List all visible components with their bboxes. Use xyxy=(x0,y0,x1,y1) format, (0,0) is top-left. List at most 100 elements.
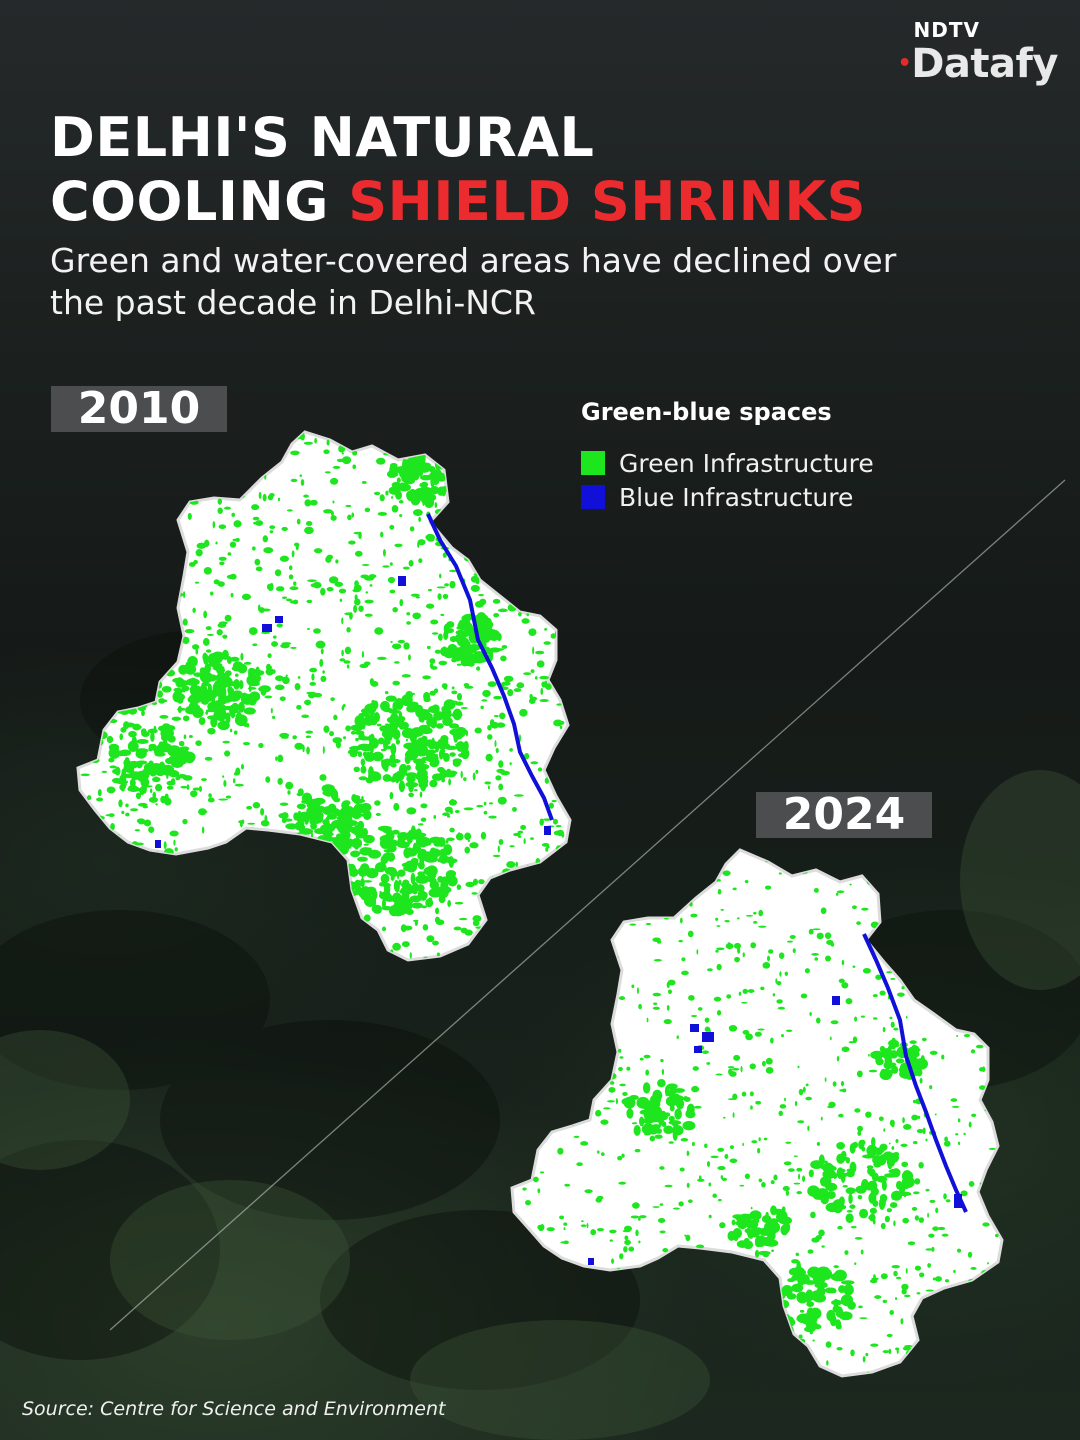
green-patch xyxy=(553,1373,557,1376)
green-patch xyxy=(410,872,416,885)
green-patch xyxy=(224,614,232,622)
green-patch xyxy=(657,1218,666,1224)
green-patch xyxy=(288,574,294,580)
green-patch xyxy=(575,1370,584,1374)
green-patch xyxy=(128,730,137,738)
green-patch xyxy=(606,850,609,853)
green-patch xyxy=(937,940,941,946)
green-patch xyxy=(805,1096,813,1101)
green-patch xyxy=(968,1121,972,1128)
green-patch xyxy=(233,730,238,735)
green-patch xyxy=(859,1317,868,1320)
green-patch xyxy=(652,1089,663,1102)
brand-dot-icon: • xyxy=(897,51,912,76)
green-patch xyxy=(134,829,141,832)
green-patch xyxy=(678,866,682,870)
green-patch xyxy=(608,1086,616,1093)
green-patch xyxy=(186,784,190,790)
green-patch xyxy=(792,948,796,953)
green-patch xyxy=(563,1240,569,1245)
green-patch xyxy=(690,1015,698,1018)
green-patch xyxy=(638,1240,641,1244)
green-patch xyxy=(838,868,845,875)
green-patch xyxy=(474,727,482,734)
green-patch xyxy=(766,955,771,962)
green-patch xyxy=(986,905,990,913)
green-patch xyxy=(824,1287,837,1292)
green-patch xyxy=(365,591,369,594)
green-patch xyxy=(410,593,420,597)
green-patch xyxy=(80,773,90,777)
green-patch xyxy=(734,956,740,963)
green-patch xyxy=(309,667,318,673)
green-patch xyxy=(717,1147,725,1152)
green-patch xyxy=(860,1179,869,1191)
green-patch xyxy=(180,785,188,789)
green-patch xyxy=(936,1005,945,1013)
green-patch xyxy=(757,1147,761,1154)
green-patch xyxy=(778,1110,783,1117)
green-patch xyxy=(666,1004,670,1011)
green-patch xyxy=(630,906,635,912)
green-patch xyxy=(971,1113,977,1118)
green-patch xyxy=(640,858,644,863)
green-patch xyxy=(364,507,371,513)
green-patch xyxy=(129,808,139,812)
green-patch xyxy=(559,1215,565,1220)
green-patch xyxy=(887,893,892,901)
green-patch xyxy=(449,723,460,729)
green-patch xyxy=(392,606,398,613)
green-patch xyxy=(623,1246,628,1253)
green-patch xyxy=(433,814,437,819)
green-patch xyxy=(693,1105,702,1109)
green-patch xyxy=(264,814,268,823)
green-patch xyxy=(576,903,581,909)
green-patch xyxy=(319,658,324,667)
green-patch xyxy=(653,959,662,962)
green-patch xyxy=(529,1248,536,1253)
green-patch xyxy=(411,462,418,468)
green-patch xyxy=(675,1314,678,1318)
green-patch xyxy=(744,1173,750,1180)
green-patch xyxy=(173,839,176,846)
green-patch xyxy=(382,926,387,932)
green-patch xyxy=(178,740,185,747)
green-patch xyxy=(512,1096,519,1104)
green-patch xyxy=(456,693,463,701)
green-patch xyxy=(563,1222,568,1226)
green-patch xyxy=(207,727,216,735)
green-patch xyxy=(900,1318,904,1325)
green-patch xyxy=(539,675,550,680)
green-patch xyxy=(339,598,343,602)
green-patch xyxy=(611,1258,615,1264)
green-patch xyxy=(918,1366,922,1371)
green-patch xyxy=(492,598,501,604)
green-patch xyxy=(635,1229,639,1237)
green-patch xyxy=(943,1140,951,1147)
green-patch xyxy=(335,559,339,564)
green-patch xyxy=(811,953,819,956)
green-patch xyxy=(576,1162,583,1167)
green-patch xyxy=(279,732,290,738)
green-patch xyxy=(916,982,921,988)
green-patch xyxy=(110,822,115,831)
green-patch xyxy=(986,965,993,972)
green-patch xyxy=(867,1167,872,1175)
green-patch xyxy=(512,1293,515,1300)
green-patch xyxy=(417,751,427,757)
green-patch xyxy=(313,628,321,634)
green-patch xyxy=(875,1053,882,1062)
green-patch xyxy=(852,965,856,968)
green-patch xyxy=(402,566,410,570)
green-patch xyxy=(551,799,557,803)
green-patch xyxy=(733,942,742,949)
green-patch xyxy=(258,742,264,748)
green-patch xyxy=(837,1323,842,1330)
green-patch xyxy=(329,731,335,737)
green-patch xyxy=(810,1186,820,1194)
green-patch xyxy=(544,1001,548,1005)
green-patch xyxy=(904,1294,911,1298)
green-patch xyxy=(765,1278,778,1287)
green-patch xyxy=(379,494,385,502)
green-patch xyxy=(120,727,127,733)
